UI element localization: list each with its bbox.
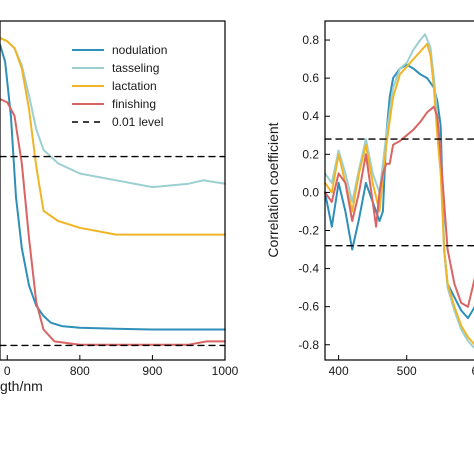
left-x-axis-title: gth/nm: [0, 378, 43, 394]
left-x-tick-label: 800: [70, 364, 90, 378]
right-plot-area: [324, 33, 474, 350]
left-x-ticks: 0 800 900 1000: [4, 355, 239, 378]
right-x-tick-label: 400: [329, 364, 349, 378]
right-plot-frame: [324, 20, 474, 361]
left-series-finishing: [0, 98, 226, 346]
right-y-tick-label: -0.6: [298, 300, 319, 314]
right-chart: 0.8 0.6 0.4 0.2 0.0 -0.2 -0.4 -0.6 -0.8 400 500 6 C…: [265, 20, 474, 378]
legend-label-tasseling: tasseling: [112, 61, 159, 75]
left-x-tick-label: 900: [142, 364, 162, 378]
left-plot-frame: [0, 20, 226, 361]
right-y-tick-label: 0.0: [302, 185, 319, 199]
legend-label-finishing: finishing: [112, 97, 156, 111]
right-y-tick-label: 0.8: [302, 33, 319, 47]
right-x-tick-label: 500: [397, 364, 417, 378]
left-plot-area: [0, 36, 226, 347]
right-y-tick-label: 0.4: [302, 109, 319, 123]
left-x-tick-label: 1000: [212, 364, 239, 378]
right-series-nodulation: [324, 63, 474, 320]
left-series-nodulation: [0, 43, 226, 331]
right-y-tick-label: -0.4: [298, 262, 319, 276]
right-y-tick-label: -0.2: [298, 223, 319, 237]
right-y-axis-title: Correlation coefficient: [265, 122, 281, 257]
right-series-lactation: [324, 42, 474, 346]
right-y-tick-label: 0.2: [302, 147, 319, 161]
right-y-tick-label: 0.6: [302, 71, 319, 85]
right-axis-ticks: 0.8 0.6 0.4 0.2 0.0 -0.2 -0.4 -0.6 -0.8 400 500 6: [298, 33, 474, 378]
right-series-tasseling: [324, 33, 474, 350]
left-x-tick-label: 0: [4, 364, 11, 378]
legend-label-lactation: lactation: [112, 79, 157, 93]
left-series-lactation: [0, 36, 226, 236]
right-series-finishing: [324, 105, 474, 308]
legend-label-0-01-level: 0.01 level: [112, 115, 163, 129]
left-chart: 0 800 900 1000 gth/nm nodulation tasseling la…: [0, 20, 239, 394]
right-x-tick-label: 6: [471, 364, 474, 378]
legend: nodulation tasseling lactation finishing 0.0…: [72, 43, 167, 129]
legend-label-nodulation: nodulation: [112, 43, 167, 57]
right-y-tick-label: -0.8: [298, 338, 319, 352]
